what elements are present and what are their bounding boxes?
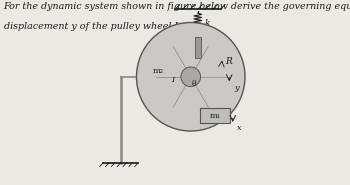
Text: m₁: m₁ — [210, 112, 221, 120]
Text: θ: θ — [192, 80, 196, 88]
Text: For the dynamic system shown in figure below derive the governing equation in te: For the dynamic system shown in figure b… — [4, 2, 350, 11]
Ellipse shape — [181, 67, 201, 87]
Text: y: y — [234, 84, 239, 92]
Text: displacement y of the pulley wheel I.: displacement y of the pulley wheel I. — [4, 22, 181, 31]
Ellipse shape — [136, 23, 245, 131]
Text: R: R — [225, 57, 232, 65]
Text: k: k — [205, 19, 210, 28]
Text: x: x — [237, 124, 242, 132]
Bar — [195, 37, 201, 58]
Bar — [200, 108, 230, 124]
Text: I: I — [172, 76, 175, 85]
Text: m₂: m₂ — [152, 67, 163, 75]
